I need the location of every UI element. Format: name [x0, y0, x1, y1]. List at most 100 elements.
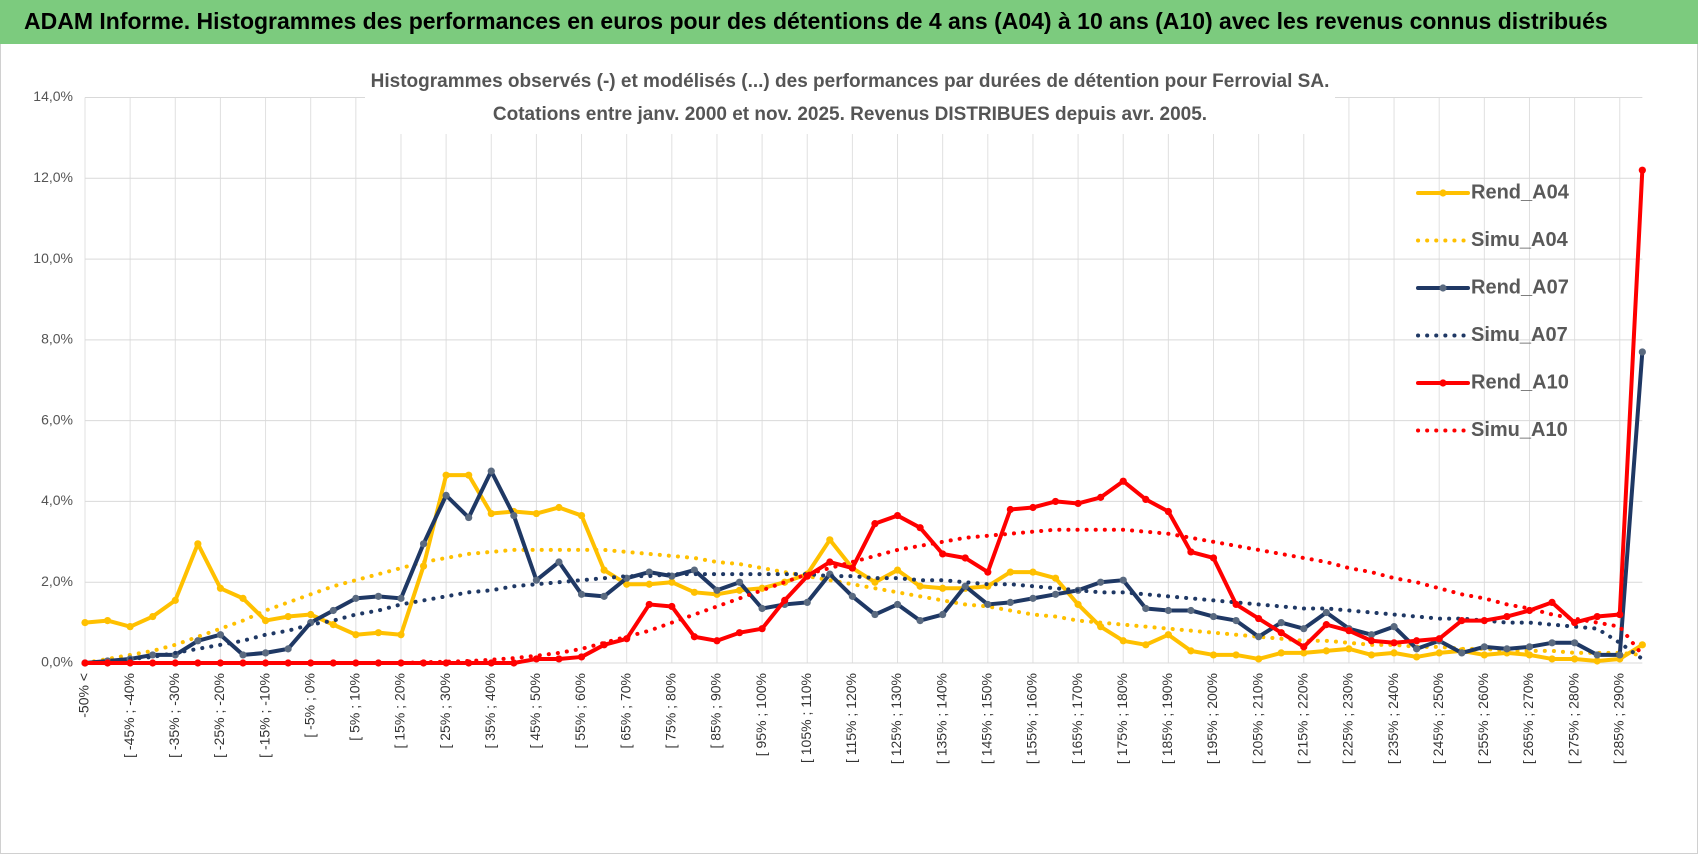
x-tick-label: [ 105% ; 110% [798, 673, 814, 763]
point [1435, 635, 1443, 643]
x-tick-label: [ 135% ; 140% [933, 673, 949, 764]
point [1029, 594, 1037, 602]
point [532, 655, 541, 663]
point [194, 540, 202, 548]
point [487, 509, 495, 518]
point [465, 471, 473, 479]
legend-marker [1439, 379, 1447, 387]
point [735, 629, 744, 637]
point [149, 651, 157, 659]
point [194, 637, 202, 645]
point [1458, 616, 1466, 625]
point [1525, 606, 1534, 615]
point [1232, 616, 1240, 625]
point [126, 623, 134, 631]
point [1187, 548, 1195, 556]
point [1571, 655, 1579, 663]
point [871, 520, 879, 528]
point [1548, 639, 1556, 647]
point [1051, 590, 1060, 598]
point [939, 610, 947, 619]
point [713, 586, 721, 594]
point [1480, 616, 1488, 625]
point [1435, 649, 1443, 657]
point [261, 649, 270, 657]
point [1277, 619, 1285, 627]
point [1232, 600, 1240, 609]
y-tick-label: 4,0% [41, 492, 73, 508]
point [1593, 651, 1601, 659]
point [284, 659, 292, 667]
x-tick-label: [ 15% ; 20% [392, 673, 408, 749]
point [916, 524, 924, 532]
x-tick-label: [ 285% ; 290% [1610, 673, 1626, 764]
point [826, 536, 834, 544]
point [1187, 647, 1195, 655]
point [555, 503, 563, 512]
point [1322, 621, 1330, 629]
legend-label: Simu_A10 [1471, 419, 1568, 441]
point [307, 610, 315, 619]
x-tick-label: [ 215% ; 220% [1294, 673, 1310, 764]
point [1074, 600, 1082, 609]
point [623, 580, 631, 588]
point [442, 491, 450, 499]
point [1164, 507, 1172, 516]
point [735, 578, 744, 586]
x-tick-label: [ 245% ; 250% [1430, 673, 1446, 764]
point [690, 566, 698, 574]
point [713, 637, 721, 645]
point [1255, 655, 1263, 663]
legend-marker [1439, 284, 1447, 292]
point [555, 558, 563, 566]
x-tick-label: [ 225% ; 230% [1340, 673, 1356, 764]
point [1480, 651, 1488, 659]
point [781, 596, 789, 604]
point [239, 594, 247, 602]
x-tick-label: [ 95% ; 100% [753, 673, 769, 756]
point [442, 471, 450, 479]
x-tick-label: [ 255% ; 260% [1475, 673, 1491, 764]
point [1097, 493, 1105, 501]
point [1074, 499, 1082, 508]
point [465, 513, 473, 522]
point [1458, 649, 1466, 657]
point [1390, 623, 1398, 631]
point [1232, 651, 1240, 659]
point [893, 600, 902, 609]
point [1006, 568, 1014, 576]
point [284, 645, 292, 653]
point [577, 511, 586, 520]
point [826, 558, 834, 566]
point [984, 600, 992, 609]
point [1322, 647, 1330, 655]
point [1051, 574, 1060, 582]
point [1503, 645, 1511, 653]
point [1638, 348, 1646, 356]
point [1548, 598, 1556, 607]
point [510, 511, 518, 520]
point [1367, 651, 1376, 659]
point [1277, 629, 1285, 637]
point [916, 616, 924, 625]
point [216, 631, 225, 639]
point [758, 625, 766, 633]
point [1006, 598, 1014, 607]
x-tick-label: [ 115% ; 120% [843, 673, 859, 763]
title-backdrop [365, 66, 1335, 134]
point [1119, 477, 1127, 485]
point [397, 631, 405, 639]
y-tick-label: 12,0% [33, 169, 73, 185]
point [1006, 505, 1014, 514]
y-tick-label: 14,0% [33, 88, 73, 104]
point [1571, 619, 1579, 627]
x-tick-label: [ 45% ; 50% [527, 673, 543, 749]
point [510, 659, 518, 667]
legend-label: Rend_A10 [1471, 371, 1569, 393]
point [690, 588, 698, 596]
point [577, 590, 586, 598]
point [487, 659, 495, 667]
point [397, 594, 405, 602]
point [1209, 554, 1218, 562]
